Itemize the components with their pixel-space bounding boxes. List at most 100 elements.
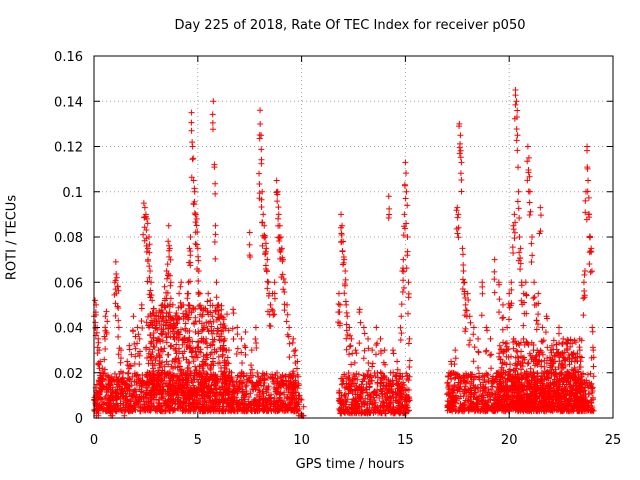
baseline-point — [480, 387, 487, 394]
data-point — [343, 327, 350, 334]
data-point — [445, 383, 452, 390]
baseline-point — [256, 406, 263, 413]
data-point — [274, 198, 281, 205]
baseline-point — [562, 387, 569, 394]
baseline-point — [367, 393, 374, 400]
baseline-point — [521, 383, 528, 390]
baseline-point — [198, 379, 205, 386]
data-point — [538, 349, 545, 356]
baseline-point — [205, 328, 212, 335]
data-point — [281, 307, 288, 314]
baseline-point — [496, 353, 503, 360]
data-point — [112, 277, 119, 284]
data-point — [157, 346, 164, 353]
data-point — [248, 347, 255, 354]
data-point — [352, 375, 359, 382]
baseline-point — [267, 406, 274, 413]
data-point — [401, 211, 408, 218]
data-point — [581, 288, 588, 295]
x-tick-label: 25 — [605, 433, 622, 448]
data-point — [92, 297, 99, 304]
data-point — [458, 188, 465, 195]
data-point — [576, 344, 583, 351]
data-point — [584, 164, 591, 171]
data-point — [119, 386, 126, 393]
baseline-point — [157, 338, 164, 345]
data-point — [165, 238, 172, 245]
data-point — [512, 101, 519, 108]
baseline-point — [357, 395, 364, 402]
baseline-point — [448, 376, 455, 383]
baseline-point — [547, 393, 554, 400]
baseline-point — [405, 377, 412, 384]
data-point — [278, 245, 285, 252]
data-point — [515, 164, 522, 171]
data-point — [454, 214, 461, 221]
baseline-point — [189, 379, 196, 386]
data-point — [454, 230, 461, 237]
baseline-point — [174, 382, 181, 389]
data-point — [475, 335, 482, 342]
data-point — [573, 393, 580, 400]
baseline-point — [520, 335, 527, 342]
baseline-point — [523, 394, 530, 401]
baseline-point — [225, 385, 232, 392]
data-point — [585, 194, 592, 201]
baseline-point — [341, 371, 348, 378]
data-point — [159, 315, 166, 322]
baseline-point — [518, 374, 525, 381]
baseline-point — [463, 387, 470, 394]
y-tick-label: 0 — [75, 412, 83, 427]
data-point — [257, 121, 264, 128]
data-point — [193, 241, 200, 248]
data-point — [119, 393, 126, 400]
baseline-point — [148, 353, 155, 360]
baseline-point — [539, 380, 546, 387]
baseline-point — [246, 375, 253, 382]
data-point — [171, 336, 178, 343]
data-point — [159, 301, 166, 308]
x-tick-label: 5 — [194, 433, 202, 448]
data-point — [258, 132, 265, 139]
baseline-point — [526, 383, 533, 390]
baseline-point — [510, 367, 517, 374]
data-point — [400, 268, 407, 275]
data-point — [385, 193, 392, 200]
data-point — [149, 310, 156, 317]
data-point — [256, 170, 263, 177]
data-point — [585, 177, 592, 184]
data-point — [285, 333, 292, 340]
data-point — [286, 354, 293, 361]
data-point — [222, 362, 229, 369]
data-point — [346, 324, 353, 331]
data-point — [523, 291, 530, 298]
baseline-point — [342, 391, 349, 398]
data-point — [257, 107, 264, 114]
data-point — [510, 250, 517, 257]
baseline-point — [185, 336, 192, 343]
data-point — [265, 279, 272, 286]
baseline-point — [212, 373, 219, 380]
data-point — [271, 311, 278, 318]
data-point — [528, 240, 535, 247]
baseline-point — [230, 390, 237, 397]
data-point — [211, 239, 218, 246]
baseline-point — [568, 383, 575, 390]
baseline-point — [363, 407, 370, 414]
baseline-point — [550, 337, 557, 344]
baseline-point — [224, 311, 231, 318]
data-point — [256, 135, 263, 142]
baseline-point — [505, 368, 512, 375]
baseline-point — [247, 407, 254, 414]
data-point — [103, 329, 110, 336]
data-point — [230, 310, 237, 317]
data-point — [102, 345, 109, 352]
baseline-point — [101, 395, 108, 402]
baseline-point — [143, 319, 150, 326]
baseline-point — [576, 407, 583, 414]
data-point — [377, 350, 384, 357]
data-point — [487, 335, 494, 342]
data-point — [394, 385, 401, 392]
data-point — [548, 360, 555, 367]
data-point — [580, 295, 587, 302]
